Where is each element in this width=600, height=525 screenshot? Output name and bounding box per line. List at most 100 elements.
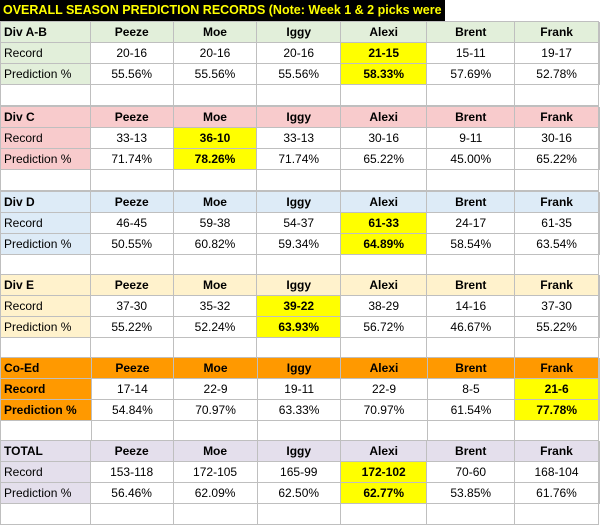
player-header-cell[interactable]: Iggy	[256, 357, 342, 379]
player-header-cell[interactable]: Alexi	[340, 21, 428, 43]
percent-cell[interactable]: 61.76%	[514, 482, 599, 504]
record-cell[interactable]: 33-13	[89, 127, 174, 149]
empty-cell[interactable]	[172, 503, 258, 525]
empty-cell[interactable]	[340, 420, 428, 442]
percent-cell[interactable]: 55.22%	[89, 316, 174, 338]
record-cell[interactable]: 22-9	[340, 378, 428, 400]
percent-cell[interactable]: 55.56%	[89, 63, 174, 85]
record-cell[interactable]: 20-16	[172, 42, 258, 64]
percent-cell[interactable]: 53.85%	[426, 482, 516, 504]
percent-cell[interactable]: 64.89%	[340, 233, 428, 255]
record-cell[interactable]: 38-29	[340, 295, 428, 317]
record-cell[interactable]: 165-99	[256, 461, 341, 483]
empty-cell[interactable]	[339, 503, 428, 525]
player-header-cell[interactable]: Moe	[173, 357, 258, 379]
empty-cell[interactable]	[256, 84, 342, 106]
player-header-cell[interactable]: Frank	[514, 357, 599, 379]
player-header-cell[interactable]: Iggy	[256, 274, 342, 296]
empty-cell[interactable]	[426, 503, 516, 525]
row-label-cell[interactable]: Prediction %	[0, 148, 91, 170]
empty-cell[interactable]	[89, 337, 174, 359]
section-name-cell[interactable]: Div C	[0, 106, 91, 128]
percent-cell[interactable]: 55.22%	[514, 316, 599, 338]
player-header-cell[interactable]: Moe	[172, 191, 258, 213]
record-cell[interactable]: 59-38	[172, 212, 258, 234]
percent-cell[interactable]: 62.09%	[172, 482, 258, 504]
percent-cell[interactable]: 78.26%	[172, 148, 258, 170]
record-cell[interactable]: 24-17	[426, 212, 516, 234]
record-cell[interactable]: 21-6	[514, 378, 599, 400]
empty-cell[interactable]	[89, 169, 174, 191]
record-cell[interactable]: 19-11	[256, 378, 342, 400]
player-header-cell[interactable]: Brent	[426, 106, 516, 128]
percent-cell[interactable]: 63.54%	[514, 233, 599, 255]
empty-cell[interactable]	[0, 503, 91, 525]
empty-cell[interactable]	[0, 254, 91, 276]
player-header-cell[interactable]: Frank	[514, 440, 599, 462]
player-header-cell[interactable]: Peeze	[90, 357, 175, 379]
player-header-cell[interactable]: Moe	[172, 274, 258, 296]
record-cell[interactable]: 172-105	[172, 461, 258, 483]
empty-cell[interactable]	[598, 316, 600, 338]
empty-cell[interactable]	[514, 420, 599, 442]
empty-cell[interactable]	[89, 503, 174, 525]
percent-cell[interactable]: 70.97%	[340, 399, 428, 421]
record-cell[interactable]: 30-16	[340, 127, 428, 149]
percent-cell[interactable]: 60.82%	[172, 233, 258, 255]
empty-cell[interactable]	[514, 503, 599, 525]
section-name-cell[interactable]: Div A-B	[0, 21, 91, 43]
row-label-cell[interactable]: Record	[0, 295, 91, 317]
player-header-cell[interactable]: Moe	[172, 106, 258, 128]
percent-cell[interactable]: 71.74%	[89, 148, 174, 170]
player-header-cell[interactable]: Moe	[172, 21, 258, 43]
percent-cell[interactable]: 71.74%	[256, 148, 342, 170]
percent-cell[interactable]: 55.56%	[256, 63, 342, 85]
empty-cell[interactable]	[514, 169, 599, 191]
empty-cell[interactable]	[598, 357, 600, 379]
empty-cell[interactable]	[598, 295, 600, 317]
record-cell[interactable]: 17-14	[90, 378, 175, 400]
player-header-cell[interactable]: Frank	[514, 274, 599, 296]
percent-cell[interactable]: 63.33%	[256, 399, 342, 421]
record-cell[interactable]: 39-22	[256, 295, 342, 317]
row-label-cell[interactable]: Record	[0, 461, 91, 483]
empty-cell[interactable]	[426, 169, 516, 191]
player-header-cell[interactable]: Iggy	[256, 440, 341, 462]
empty-cell[interactable]	[598, 461, 600, 483]
empty-cell[interactable]	[426, 420, 516, 442]
empty-cell[interactable]	[598, 148, 600, 170]
percent-cell[interactable]: 52.78%	[514, 63, 599, 85]
empty-cell[interactable]	[598, 233, 600, 255]
percent-cell[interactable]: 58.54%	[426, 233, 516, 255]
empty-cell[interactable]	[598, 399, 600, 421]
player-header-cell[interactable]: Peeze	[89, 21, 174, 43]
percent-cell[interactable]: 46.67%	[426, 316, 516, 338]
section-name-cell[interactable]: Co-Ed	[0, 357, 92, 379]
empty-cell[interactable]	[0, 420, 92, 442]
empty-cell[interactable]	[89, 84, 174, 106]
player-header-cell[interactable]: Iggy	[256, 21, 342, 43]
player-header-cell[interactable]: Alexi	[339, 440, 428, 462]
player-header-cell[interactable]: Peeze	[89, 191, 174, 213]
row-label-cell[interactable]: Record	[0, 212, 91, 234]
empty-cell[interactable]	[598, 127, 600, 149]
row-label-cell[interactable]: Prediction %	[0, 63, 91, 85]
percent-cell[interactable]: 56.46%	[89, 482, 174, 504]
empty-cell[interactable]	[172, 169, 258, 191]
record-cell[interactable]: 46-45	[89, 212, 174, 234]
record-cell[interactable]: 22-9	[173, 378, 258, 400]
row-label-cell[interactable]: Prediction %	[0, 399, 92, 421]
record-cell[interactable]: 19-17	[514, 42, 599, 64]
percent-cell[interactable]: 57.69%	[426, 63, 516, 85]
record-cell[interactable]: 37-30	[514, 295, 599, 317]
empty-cell[interactable]	[598, 21, 600, 43]
player-header-cell[interactable]: Brent	[426, 191, 516, 213]
percent-cell[interactable]: 70.97%	[173, 399, 258, 421]
record-cell[interactable]: 37-30	[89, 295, 174, 317]
player-header-cell[interactable]: Alexi	[340, 191, 428, 213]
row-label-cell[interactable]: Prediction %	[0, 482, 91, 504]
percent-cell[interactable]: 65.22%	[514, 148, 599, 170]
player-header-cell[interactable]: Brent	[426, 440, 516, 462]
player-header-cell[interactable]: Iggy	[256, 106, 342, 128]
record-cell[interactable]: 36-10	[172, 127, 258, 149]
